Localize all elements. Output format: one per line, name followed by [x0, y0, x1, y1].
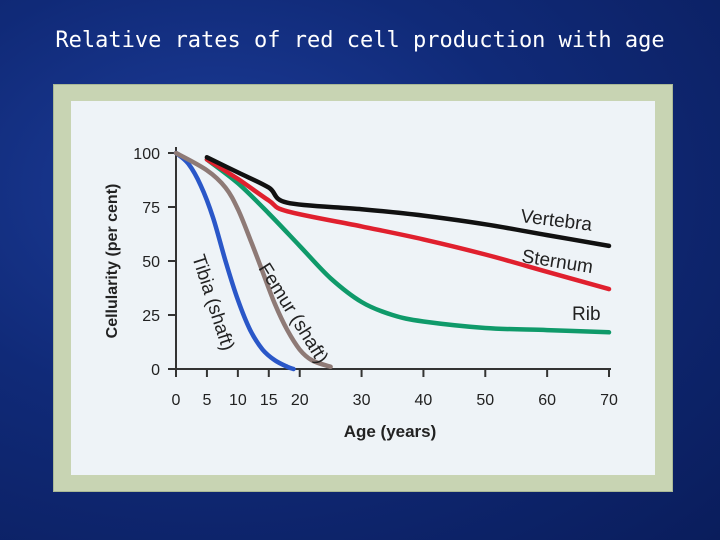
series-line-vertebra — [204, 155, 612, 249]
x-tick-label: 15 — [260, 392, 278, 409]
x-tick-label: 40 — [415, 392, 433, 409]
series-line-sternum — [204, 157, 612, 292]
x-axis-label: Age (years) — [344, 422, 437, 441]
chart-panel — [71, 101, 655, 475]
x-tick-label: 5 — [202, 392, 211, 409]
x-tick-label: 60 — [538, 392, 556, 409]
x-tick-label: 20 — [291, 392, 309, 409]
x-tick-label: 30 — [353, 392, 371, 409]
series-line-rib — [204, 157, 612, 335]
slide-title: Relative rates of red cell production wi… — [55, 28, 665, 53]
x-tick-label: 10 — [229, 392, 247, 409]
y-tick-label: 25 — [142, 308, 160, 325]
chart-axes: 0 25 50 75 100 0 5 10 15 20 30 40 50 60 70 — [133, 146, 618, 409]
y-tick-label: 100 — [133, 146, 160, 163]
series-label-rib: Rib — [572, 304, 601, 325]
x-tick-label: 50 — [476, 392, 494, 409]
series-line-tibia-shaft — [173, 150, 296, 372]
y-tick-label: 50 — [142, 254, 160, 271]
y-tick-label: 0 — [151, 362, 160, 379]
series-line-femur-shaft — [173, 150, 333, 370]
series-label-tibia-shaft: Tibia (shaft) — [187, 252, 238, 353]
y-axis-label: Cellularity (per cent) — [104, 184, 121, 339]
x-tick-label: 70 — [600, 392, 618, 409]
x-tick-label: 0 — [172, 392, 181, 409]
chart-frame — [53, 84, 673, 492]
series-lines — [173, 150, 612, 372]
y-tick-label: 75 — [142, 200, 160, 217]
